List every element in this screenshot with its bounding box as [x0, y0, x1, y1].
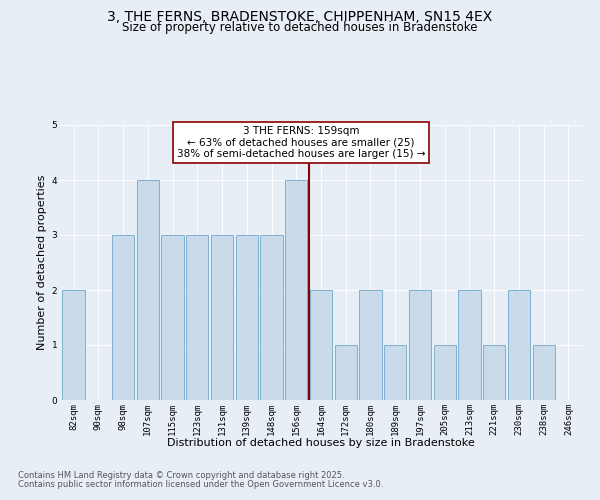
Bar — [458, 290, 481, 400]
Bar — [359, 290, 382, 400]
Bar — [236, 235, 258, 400]
Bar — [161, 235, 184, 400]
Bar — [434, 345, 456, 400]
Bar — [409, 290, 431, 400]
Bar — [310, 290, 332, 400]
Bar — [211, 235, 233, 400]
Bar — [285, 180, 307, 400]
Bar — [533, 345, 555, 400]
Bar — [384, 345, 406, 400]
Bar — [62, 290, 85, 400]
X-axis label: Distribution of detached houses by size in Bradenstoke: Distribution of detached houses by size … — [167, 438, 475, 448]
Bar — [137, 180, 159, 400]
Text: 3 THE FERNS: 159sqm
← 63% of detached houses are smaller (25)
38% of semi-detach: 3 THE FERNS: 159sqm ← 63% of detached ho… — [177, 126, 425, 160]
Text: 3, THE FERNS, BRADENSTOKE, CHIPPENHAM, SN15 4EX: 3, THE FERNS, BRADENSTOKE, CHIPPENHAM, S… — [107, 10, 493, 24]
Bar — [483, 345, 505, 400]
Bar — [260, 235, 283, 400]
Text: Contains public sector information licensed under the Open Government Licence v3: Contains public sector information licen… — [18, 480, 383, 489]
Y-axis label: Number of detached properties: Number of detached properties — [37, 175, 47, 350]
Bar — [508, 290, 530, 400]
Bar — [112, 235, 134, 400]
Bar — [186, 235, 208, 400]
Text: Contains HM Land Registry data © Crown copyright and database right 2025.: Contains HM Land Registry data © Crown c… — [18, 471, 344, 480]
Text: Size of property relative to detached houses in Bradenstoke: Size of property relative to detached ho… — [122, 21, 478, 34]
Bar — [335, 345, 357, 400]
